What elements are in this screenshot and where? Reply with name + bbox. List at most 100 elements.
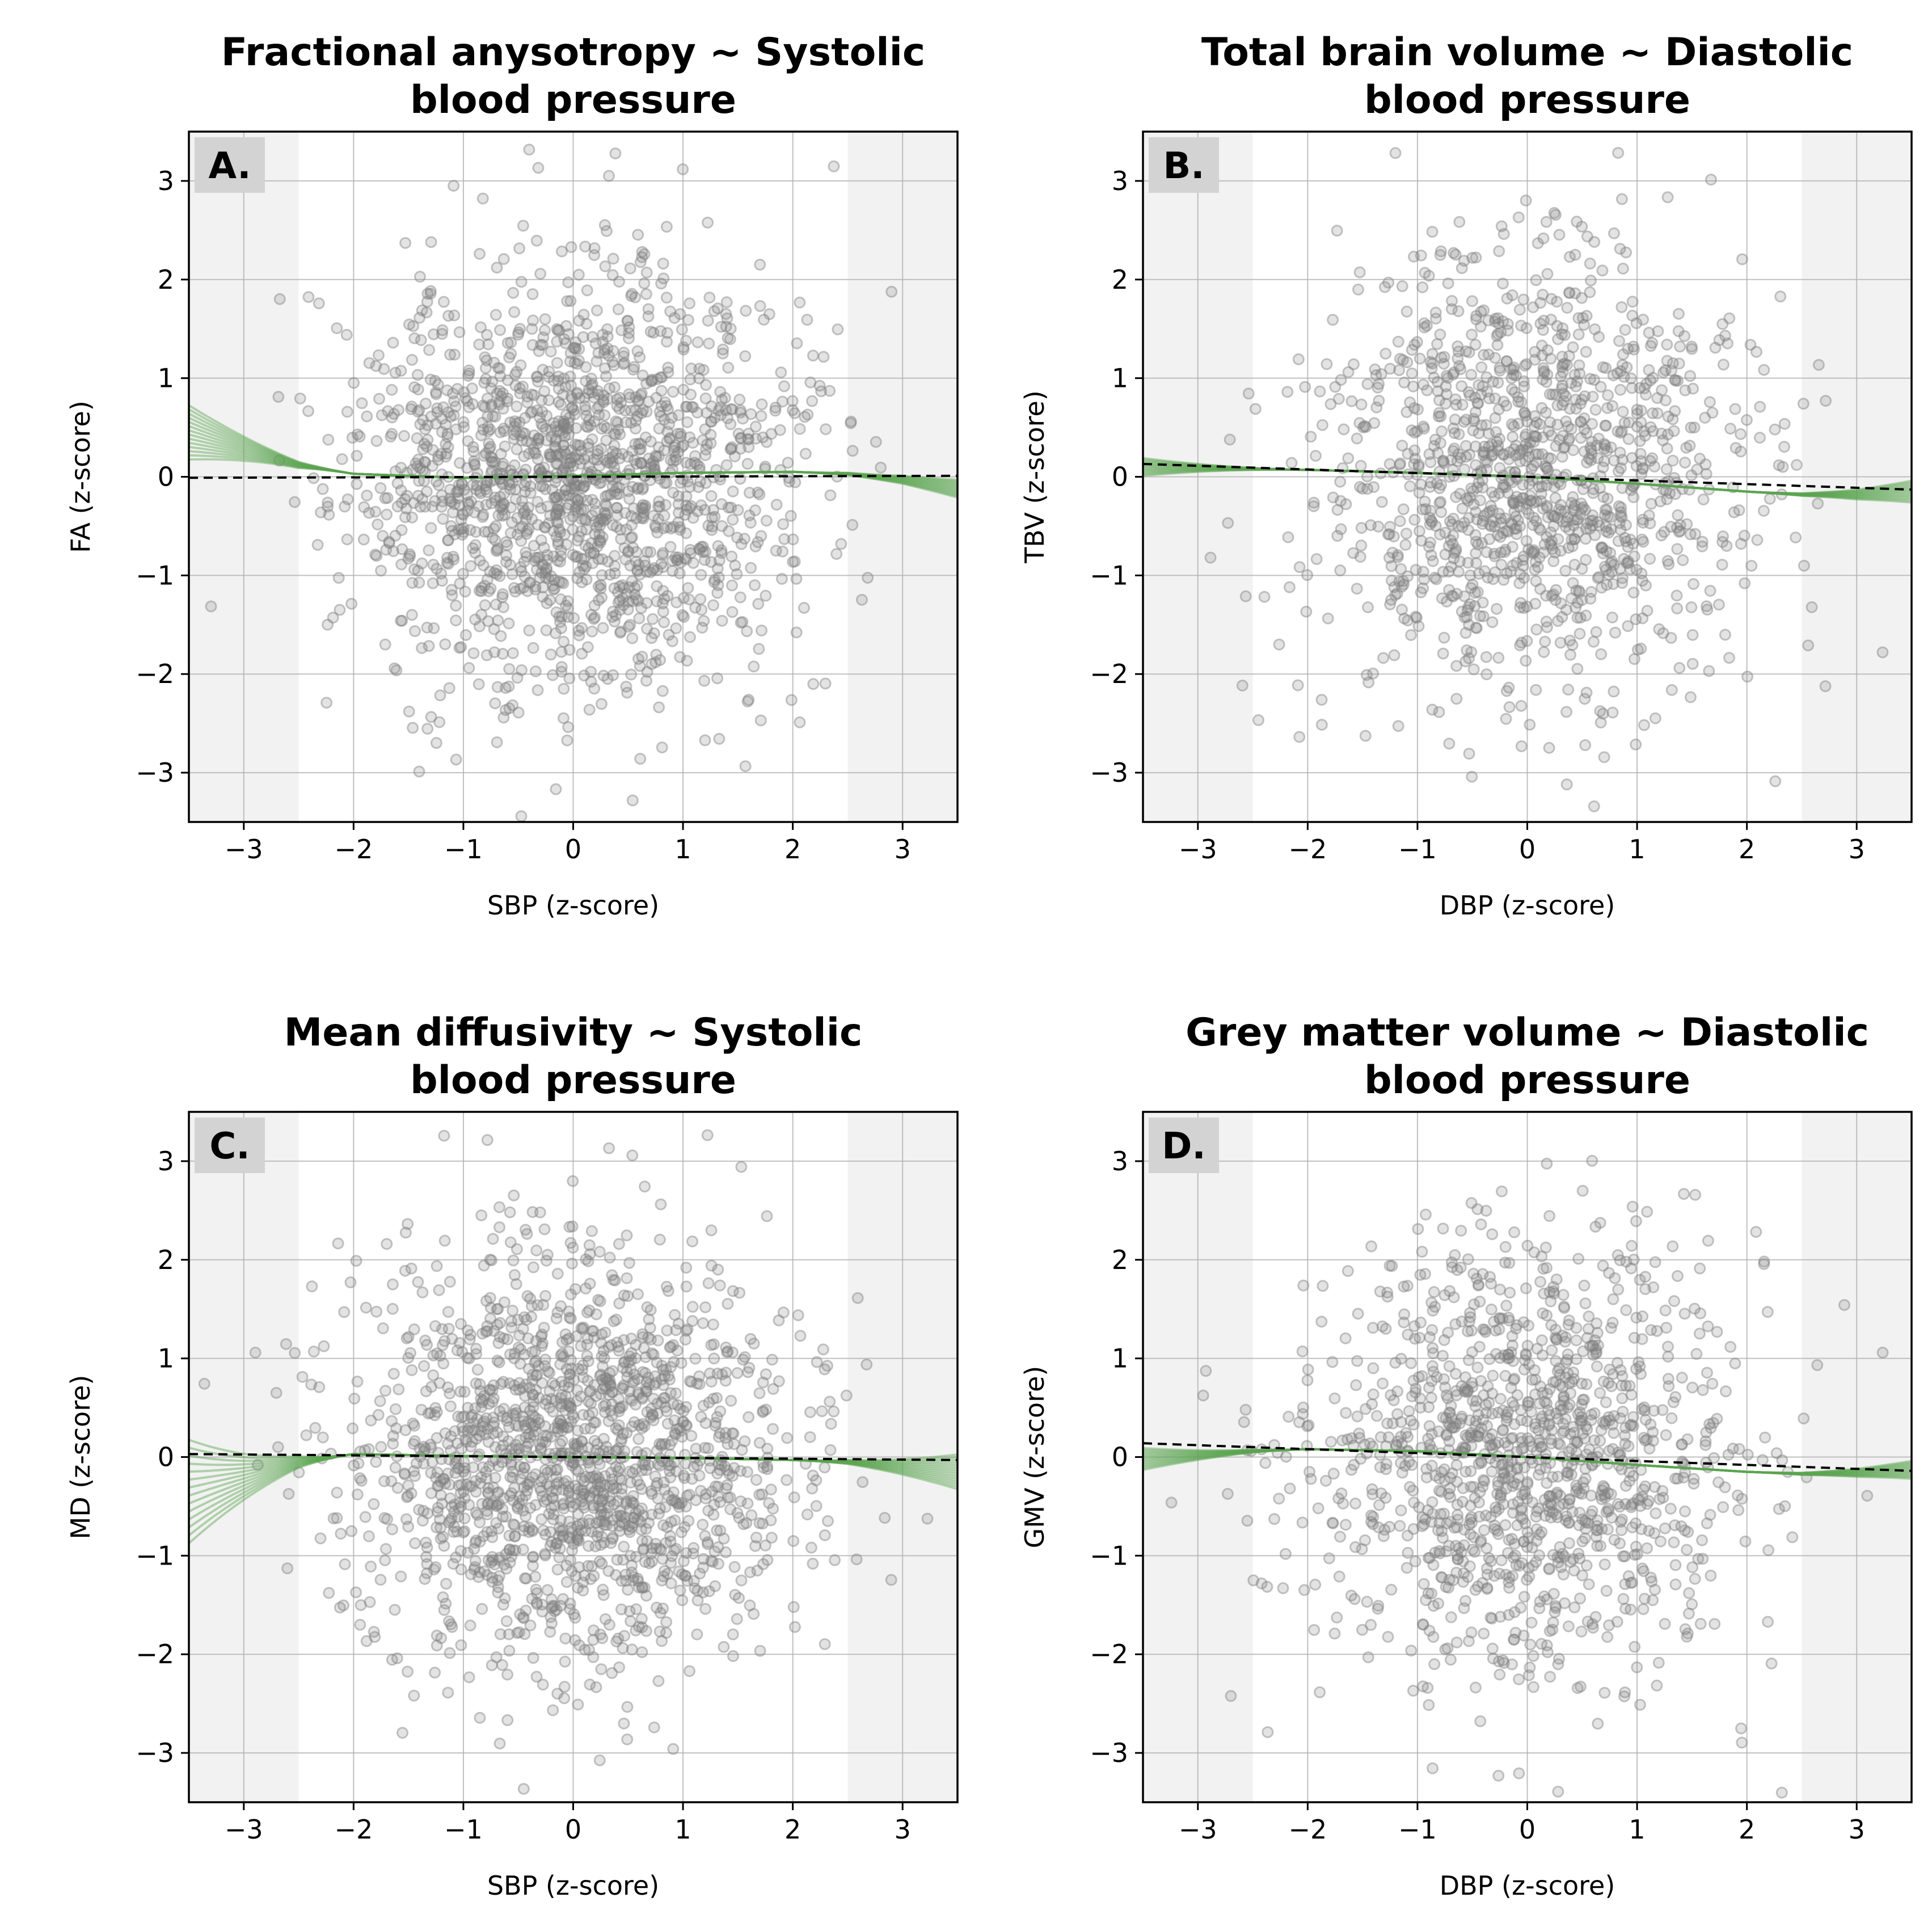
- scatter-point: [426, 500, 438, 513]
- scatter-point: [1545, 293, 1558, 305]
- scatter-point: [669, 1427, 681, 1440]
- scatter-point: [1331, 504, 1344, 516]
- scatter-point: [409, 1537, 421, 1550]
- scatter-point: [577, 503, 590, 516]
- scatter-point: [341, 406, 353, 418]
- scatter-point: [1515, 636, 1528, 649]
- scatter-point: [1716, 318, 1729, 330]
- scatter-point: [344, 1276, 357, 1289]
- scatter-point: [529, 580, 542, 593]
- scatter-point: [566, 482, 578, 495]
- scatter-point: [677, 341, 690, 353]
- scatter-point: [1429, 313, 1442, 325]
- scatter-point: [1528, 544, 1540, 556]
- scatter-point: [680, 490, 693, 503]
- scatter-point: [632, 482, 645, 494]
- scatter-point: [508, 420, 521, 433]
- scatter-point: [1556, 328, 1568, 340]
- scatter-point: [1517, 375, 1530, 387]
- scatter-point: [1506, 289, 1518, 302]
- scatter-point: [1355, 522, 1368, 534]
- scatter-point: [511, 528, 524, 541]
- scatter-point: [504, 1206, 516, 1219]
- scatter-point: [429, 1561, 442, 1574]
- scatter-point: [530, 234, 543, 247]
- scatter-point: [313, 1381, 326, 1393]
- scatter-point: [647, 564, 659, 576]
- scatter-point: [443, 1615, 455, 1628]
- scatter-point: [743, 1361, 756, 1374]
- scatter-point: [1412, 620, 1425, 633]
- scatter-point: [537, 364, 549, 376]
- scatter-point: [1757, 505, 1770, 517]
- scatter-point: [1466, 251, 1479, 264]
- scatter-point: [469, 506, 481, 518]
- scatter-point: [1467, 412, 1480, 425]
- scatter-point: [519, 1224, 531, 1236]
- scatter-point: [607, 344, 619, 357]
- scatter-point: [480, 1465, 492, 1478]
- scatter-point: [603, 1142, 615, 1154]
- scatter-point: [667, 463, 679, 476]
- scatter-point: [564, 1401, 577, 1413]
- scatter-point: [661, 1567, 674, 1580]
- scatter-point: [555, 245, 568, 258]
- scatter-point: [1514, 568, 1526, 580]
- scatter-point: [532, 1413, 545, 1426]
- scatter-point: [1665, 684, 1678, 696]
- scatter-point: [1416, 281, 1429, 294]
- scatter-point: [1515, 699, 1528, 712]
- scatter-point: [375, 1441, 387, 1453]
- scatter-point: [500, 549, 513, 562]
- scatter-point: [665, 412, 678, 424]
- scatter-point: [743, 441, 755, 453]
- scatter-point: [1503, 446, 1516, 458]
- scatter-point: [1572, 513, 1584, 526]
- scatter-point: [1477, 596, 1489, 609]
- scatter-point: [757, 1558, 770, 1570]
- scatter-point: [562, 602, 574, 615]
- scatter-point: [323, 508, 335, 521]
- scatter-point: [389, 1604, 401, 1616]
- scatter-point: [475, 429, 487, 441]
- scatter-point: [496, 387, 509, 399]
- scatter-point: [1511, 528, 1523, 541]
- scatter-point: [386, 1302, 399, 1315]
- scatter-point: [667, 1743, 680, 1755]
- scatter-point: [1545, 352, 1557, 365]
- scatter-point: [521, 396, 534, 408]
- scatter-point: [1489, 315, 1501, 328]
- scatter-point: [514, 359, 527, 372]
- scatter-point: [511, 1500, 524, 1513]
- scatter-point: [477, 423, 490, 436]
- scatter-point: [551, 335, 563, 348]
- scatter-point: [1252, 714, 1264, 726]
- scatter-point: [733, 1287, 746, 1299]
- scatter-point: [1517, 550, 1530, 563]
- scatter-point: [522, 1526, 535, 1538]
- scatter-point: [676, 1431, 689, 1443]
- scatter-point: [584, 1472, 596, 1484]
- scatter-point: [725, 1394, 737, 1407]
- scatter-point: [708, 1352, 720, 1365]
- scatter-point: [520, 546, 532, 559]
- scatter-point: [651, 1601, 663, 1614]
- scatter-point: [583, 460, 595, 473]
- scatter-point: [1538, 366, 1550, 379]
- scatter-point: [756, 624, 768, 636]
- scatter-point: [589, 505, 601, 517]
- scatter-point: [697, 1553, 710, 1565]
- scatter-point: [524, 480, 537, 492]
- scatter-point: [1507, 364, 1520, 376]
- scatter-point: [535, 418, 548, 430]
- scatter-point: [628, 581, 641, 594]
- scatter-point: [529, 1570, 542, 1583]
- scatter-point: [640, 1625, 652, 1637]
- scatter-point: [555, 398, 567, 411]
- scatter-point: [1461, 604, 1474, 617]
- scatter-point: [1432, 385, 1444, 398]
- scatter-point: [608, 359, 620, 372]
- scatter-point: [420, 440, 433, 453]
- scatter-point: [541, 549, 554, 561]
- scatter-point: [626, 480, 639, 493]
